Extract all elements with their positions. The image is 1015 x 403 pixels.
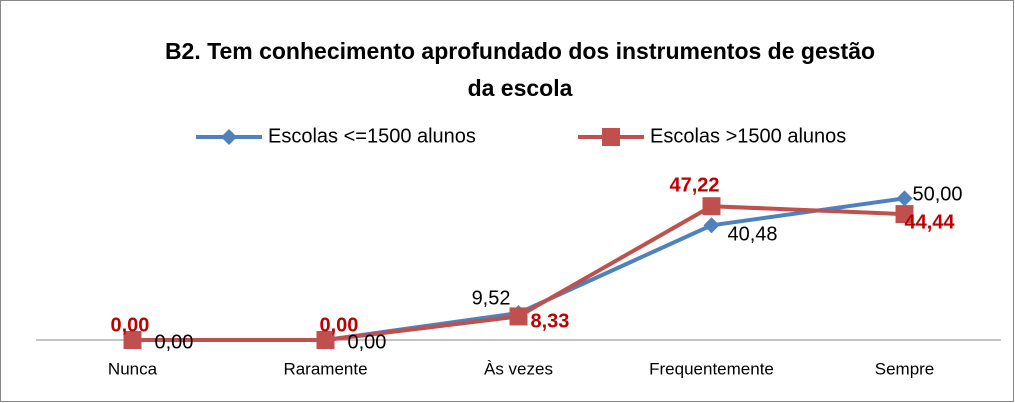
marker — [509, 307, 528, 326]
marker — [896, 190, 913, 207]
x-tick-label: Nunca — [108, 359, 158, 378]
data-label: 47,22 — [670, 174, 720, 196]
chart-title: da escola — [468, 75, 573, 101]
data-label: 0,00 — [320, 314, 359, 336]
marker — [316, 331, 335, 349]
data-label: 44,44 — [905, 211, 956, 233]
x-tick-label: Sempre — [875, 359, 935, 378]
data-label: 0,00 — [348, 331, 387, 353]
chart-title: B2. Tem conhecimento aprofundado dos ins… — [165, 38, 875, 64]
marker — [702, 197, 721, 216]
legend-label: Escolas >1500 alunos — [650, 125, 846, 147]
marker — [602, 128, 620, 146]
marker — [123, 331, 142, 349]
x-tick-label: Às vezes — [484, 359, 553, 378]
data-label: 8,33 — [531, 311, 570, 333]
marker — [221, 129, 237, 145]
x-tick-label: Raramente — [283, 359, 367, 378]
data-label: 50,00 — [913, 184, 963, 206]
marker — [703, 217, 720, 234]
marker — [895, 205, 914, 224]
data-label: 0,00 — [155, 331, 194, 353]
x-tick-label: Frequentemente — [649, 359, 774, 378]
data-label: 40,48 — [728, 224, 778, 246]
data-label: 0,00 — [111, 314, 150, 336]
legend-label: Escolas <=1500 alunos — [268, 125, 476, 147]
data-label: 9,52 — [472, 287, 511, 309]
